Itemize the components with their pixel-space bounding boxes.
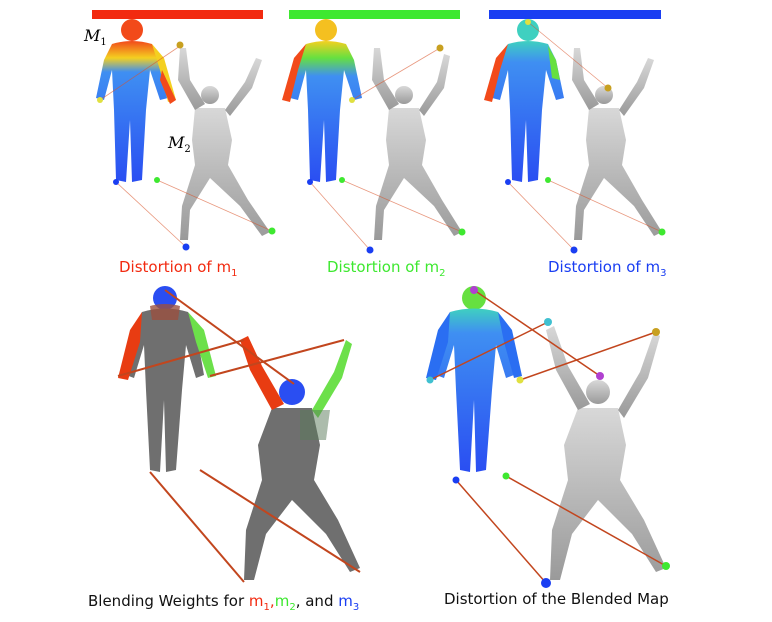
caption-subscript: 3 bbox=[660, 268, 667, 279]
caption-subscript: 2 bbox=[439, 268, 446, 279]
caption-separator: , bbox=[269, 592, 275, 610]
source-shape-subscript: 1 bbox=[100, 37, 107, 49]
caption-distortion-m1: Distortion of m1 bbox=[119, 258, 237, 279]
source-mesh-m3-distortion bbox=[484, 19, 564, 182]
source-shape-label: M1 bbox=[84, 26, 107, 48]
caption-blended-distortion: Distortion of the Blended Map bbox=[444, 590, 669, 608]
caption-subscript: 1 bbox=[231, 268, 238, 279]
top-panel-3 bbox=[484, 19, 666, 254]
landmark-points bbox=[307, 44, 466, 254]
caption-distortion-m3: Distortion of m3 bbox=[548, 258, 666, 279]
m3-color-bar bbox=[489, 10, 661, 19]
caption-distortion-m2: Distortion of m2 bbox=[327, 258, 445, 279]
source-mesh-m1-distortion bbox=[96, 19, 176, 182]
top-panel-2 bbox=[282, 19, 466, 254]
target-mesh-blending-weights bbox=[240, 336, 360, 580]
caption-text: Distortion of m bbox=[327, 258, 440, 276]
source-mesh-blending-weights bbox=[118, 286, 216, 472]
blending-weights-panel bbox=[117, 286, 361, 583]
blended-distortion-panel bbox=[426, 286, 670, 588]
caption-m1-subscript: 1 bbox=[263, 602, 270, 613]
caption-text: Distortion of m bbox=[119, 258, 232, 276]
correspondence-lines bbox=[507, 21, 663, 251]
caption-m3-symbol: m bbox=[338, 592, 353, 610]
top-panel-1 bbox=[96, 19, 276, 251]
source-shape-symbol: M bbox=[84, 26, 101, 45]
caption-blending-weights: Blending Weights for m1,m2, and m3 bbox=[88, 592, 359, 613]
caption-m1: m1, bbox=[248, 592, 275, 613]
correspondence-lines bbox=[99, 45, 273, 248]
correspondence-lines bbox=[117, 289, 361, 583]
landmark-points bbox=[97, 41, 276, 251]
caption-separator: , and bbox=[295, 592, 339, 610]
caption-prefix: Blending Weights for bbox=[88, 592, 249, 610]
target-shape-label: M2 bbox=[168, 133, 191, 155]
caption-m2: m2 bbox=[274, 592, 296, 613]
target-mesh-gray bbox=[178, 48, 270, 240]
source-mesh-m2-distortion bbox=[282, 19, 362, 182]
landmark-points bbox=[426, 286, 670, 588]
m1-color-bar bbox=[92, 10, 263, 19]
target-shape-symbol: M bbox=[168, 133, 185, 152]
source-mesh-blended-distortion bbox=[426, 286, 522, 472]
m2-color-bar bbox=[289, 10, 460, 19]
target-shape-subscript: 2 bbox=[184, 144, 191, 156]
caption-m2-symbol: m bbox=[274, 592, 290, 610]
caption-m1-symbol: m bbox=[248, 592, 264, 610]
landmark-points bbox=[505, 19, 666, 254]
caption-m2-subscript: 2 bbox=[289, 602, 296, 613]
caption-m3: m3 bbox=[338, 592, 360, 613]
correspondence-lines bbox=[429, 289, 667, 584]
target-mesh-gray bbox=[372, 48, 462, 240]
correspondence-lines bbox=[309, 47, 463, 251]
caption-text: Distortion of m bbox=[548, 258, 661, 276]
caption-m3-subscript: 3 bbox=[352, 602, 360, 613]
